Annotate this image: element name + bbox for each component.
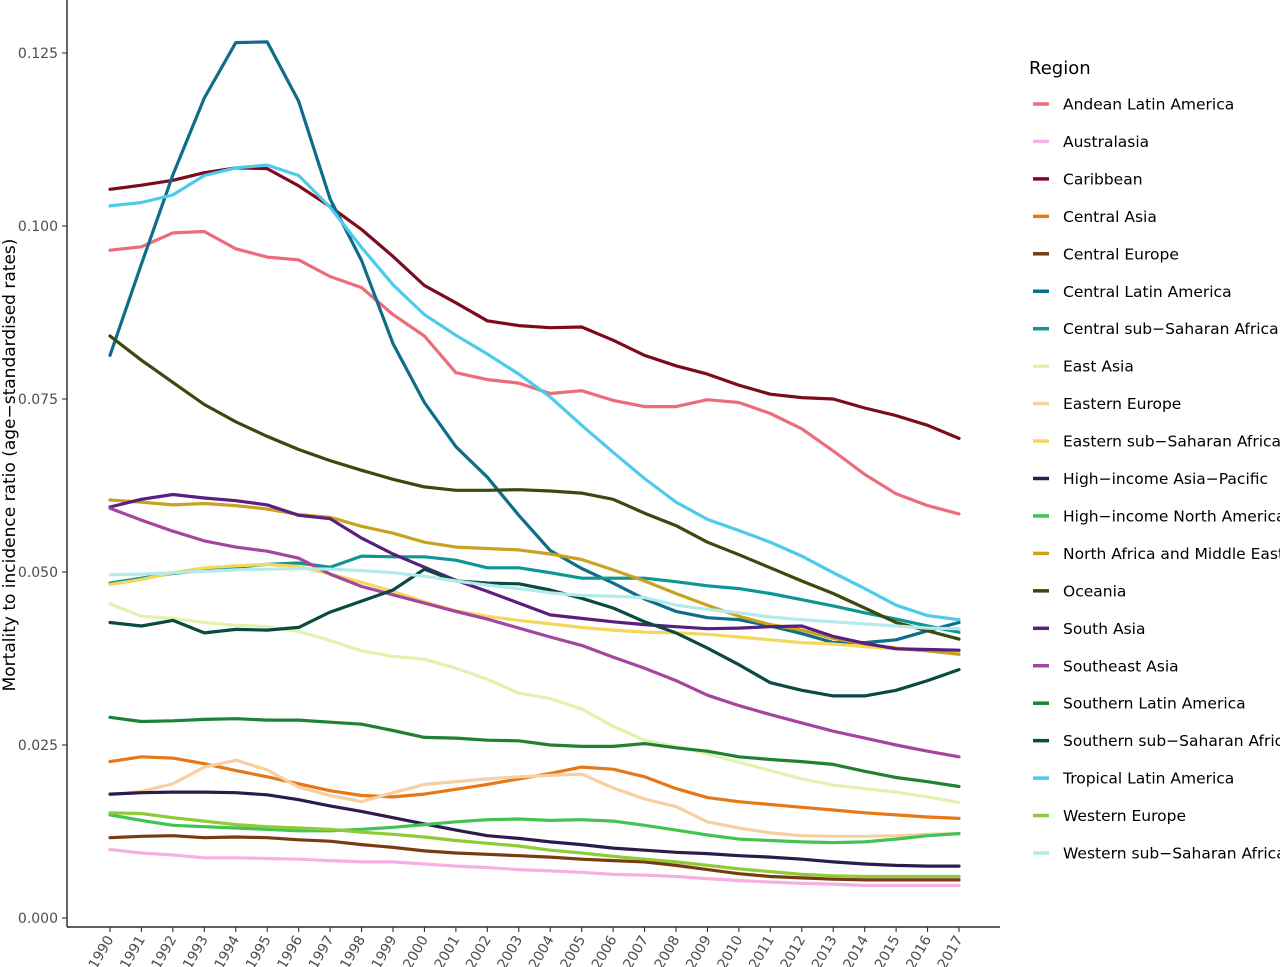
legend-item-label: North Africa and Middle East	[1063, 545, 1280, 563]
legend-item-label: Australasia	[1063, 133, 1149, 151]
legend-item-label: Western Europe	[1063, 807, 1186, 825]
legend-item-label: Central sub−Saharan Africa	[1063, 320, 1279, 338]
series-line-andean-latin-america	[108, 229, 961, 516]
legend-item-label: Southern Latin America	[1063, 695, 1246, 713]
series-line-eastern-europe	[108, 758, 961, 838]
legend-item-label: Caribbean	[1063, 170, 1143, 188]
series-line-high-income-asia-pacific	[108, 790, 961, 868]
series-line-high-income-north-america	[108, 813, 961, 845]
legend-item-label: Eastern Europe	[1063, 395, 1181, 413]
plot-area	[108, 40, 961, 888]
legend-item-label: Tropical Latin America	[1062, 770, 1234, 788]
y-tick-label: 0.000	[18, 911, 58, 927]
series-line-east-asia	[108, 602, 961, 805]
legend-item-label: Eastern sub−Saharan Africa	[1063, 433, 1280, 451]
legend-item-label: Oceania	[1063, 582, 1126, 600]
legend-title: Region	[1029, 58, 1091, 79]
legend-item-label: Southeast Asia	[1063, 657, 1179, 675]
legend: Region Andean Latin America Australasia Ca…	[1029, 58, 1280, 863]
y-axis-title: Mortality to incidence ratio (age−standa…	[0, 239, 20, 692]
legend-item-label: Central Europe	[1063, 245, 1179, 263]
series-line-central-latin-america	[108, 40, 961, 645]
y-tick-label: 0.025	[18, 738, 58, 754]
series-line-western-sub-saharan-africa	[108, 566, 961, 631]
legend-item-label: South Asia	[1063, 620, 1145, 638]
series-line-southeast-asia	[108, 506, 961, 759]
y-tick-label: 0.100	[18, 219, 58, 235]
series-line-oceania	[108, 334, 961, 641]
legend-item-label: High−income North America	[1063, 507, 1280, 525]
series-line-central-europe	[108, 834, 961, 882]
legend-item-label: East Asia	[1063, 358, 1134, 376]
legend-item-label: Central Latin America	[1063, 283, 1232, 301]
series-line-eastern-sub-saharan-africa	[108, 562, 961, 654]
series-line-tropical-latin-america	[108, 163, 961, 622]
series-line-caribbean	[108, 166, 961, 440]
legend-item-label: High−income Asia−Pacific	[1063, 470, 1268, 488]
legend-item-label: Western sub−Saharan Africa	[1063, 845, 1280, 863]
series-line-north-africa-and-middle-east	[108, 498, 961, 656]
series-line-southern-sub-saharan-africa	[108, 567, 961, 698]
series-line-south-asia	[108, 492, 961, 652]
legend-item-label: Southern sub−Saharan Africa	[1063, 732, 1280, 750]
series-line-australasia	[108, 847, 961, 888]
legend-item-label: Central Asia	[1063, 208, 1157, 226]
y-tick-label: 0.050	[18, 565, 58, 581]
series-line-southern-latin-america	[108, 715, 961, 789]
legend-item-label: Andean Latin America	[1063, 96, 1234, 114]
y-tick-label: 0.125	[18, 46, 58, 62]
series-line-western-europe	[108, 811, 961, 879]
y-tick-label: 0.075	[18, 392, 58, 408]
y-axis: 0.000 0.025 0.050 0.075 0.100 0.125	[18, 0, 68, 927]
